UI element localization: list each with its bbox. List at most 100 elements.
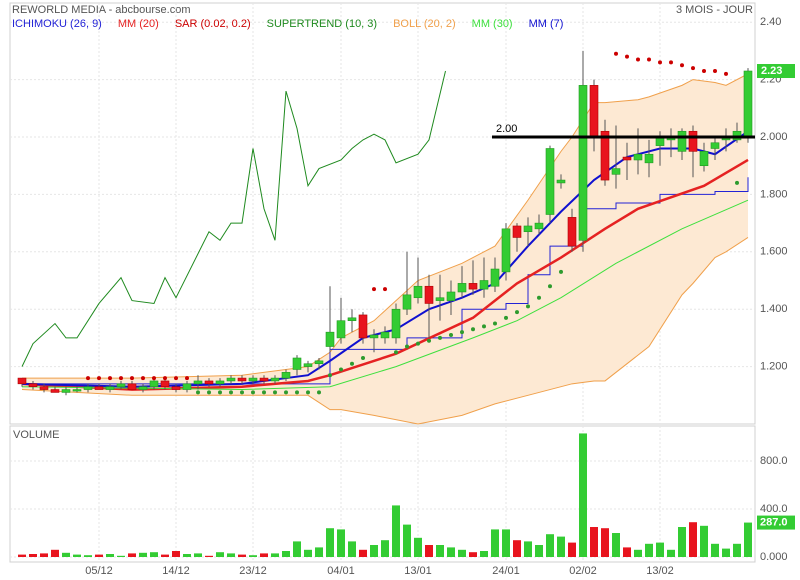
candle-body	[259, 377, 269, 382]
candle-body	[325, 331, 335, 347]
sar-dot	[174, 376, 178, 381]
candle-body	[611, 168, 621, 175]
sar-dot	[229, 390, 233, 395]
candle-body	[490, 268, 500, 287]
indicator-line	[21, 199, 749, 391]
y-tick-label: 800.0	[760, 455, 788, 467]
volume-bar	[106, 554, 114, 557]
sar-dot	[713, 69, 717, 74]
candle-body	[512, 225, 522, 238]
candle-body	[688, 130, 698, 152]
volume-bar	[238, 554, 246, 557]
volume-bar	[733, 543, 741, 557]
volume-bar	[744, 522, 752, 557]
volume-bar	[315, 547, 323, 557]
volume-bar	[172, 551, 180, 557]
chart-title: REWORLD MEDIA - abcbourse.com	[12, 4, 191, 16]
sar-dot	[438, 335, 442, 340]
volume-bar	[414, 537, 422, 557]
volume-bar	[293, 541, 301, 557]
sar-dot	[658, 60, 662, 65]
candle-body	[116, 383, 126, 387]
candle-body	[677, 130, 687, 152]
indicator-line	[21, 70, 446, 367]
candle-body	[413, 285, 423, 299]
volume-bar	[348, 541, 356, 557]
volume-bar	[359, 549, 367, 557]
volume-bar	[18, 554, 26, 557]
candle-body	[743, 70, 753, 138]
candle-body	[424, 285, 434, 304]
legend-entry: MM (7)	[529, 18, 564, 30]
sar-dot	[251, 390, 255, 395]
y-tick-label: 400.0	[760, 503, 788, 515]
candle-body	[237, 377, 247, 382]
volume-bar	[205, 555, 213, 557]
volume-bar	[645, 543, 653, 557]
legend-entry: MM (30)	[472, 18, 513, 30]
volume-bar	[62, 552, 70, 557]
candle-body	[270, 377, 280, 382]
candle-body	[699, 151, 709, 167]
candle-body	[248, 377, 258, 382]
candle-body	[160, 380, 170, 387]
candle-body	[578, 85, 588, 241]
candle-body	[182, 383, 192, 390]
candle-body	[633, 153, 643, 161]
candle-body	[523, 225, 533, 233]
sar-dot	[383, 287, 387, 292]
volume-bar	[128, 553, 136, 557]
volume-bar	[557, 536, 565, 557]
volume-bar	[491, 529, 499, 557]
candle-body	[545, 148, 555, 215]
sar-dot	[526, 304, 530, 309]
sar-dot	[504, 315, 508, 320]
candle-body	[501, 228, 511, 273]
volume-bar	[502, 529, 510, 557]
x-tick-label: 13/01	[404, 565, 432, 577]
bollinger-band	[22, 73, 748, 424]
volume-bar	[139, 552, 147, 557]
candle-body	[149, 380, 159, 387]
bollinger-lower	[21, 237, 749, 425]
sar-dot	[614, 51, 618, 56]
candle-body	[314, 360, 324, 365]
sar-dot	[647, 57, 651, 62]
sar-dot	[482, 324, 486, 329]
candle-body	[215, 380, 225, 385]
sar-dot	[394, 350, 398, 355]
candle-body	[138, 386, 148, 390]
candle-body	[281, 372, 291, 379]
y-tick-label: 1.400	[760, 303, 788, 315]
volume-bar	[161, 554, 169, 557]
volume-bar	[392, 505, 400, 557]
y-tick-label: 1.800	[760, 188, 788, 200]
volume-bar	[700, 525, 708, 557]
volume-bar	[84, 555, 92, 557]
candle-body	[127, 383, 137, 390]
candle-body	[105, 386, 115, 390]
sar-dot	[493, 321, 497, 326]
volume-bar	[436, 545, 444, 557]
sar-dot	[405, 344, 409, 349]
candle-body	[94, 386, 104, 390]
volume-bar	[271, 553, 279, 557]
legend-entry: SAR (0.02, 0.2)	[175, 18, 251, 30]
sar-dot	[625, 54, 629, 59]
sar-dot	[559, 269, 563, 274]
sar-dot	[460, 330, 464, 335]
x-tick-label: 14/12	[162, 565, 190, 577]
x-tick-label: 23/12	[239, 565, 267, 577]
candle-body	[446, 291, 456, 301]
candle-body	[369, 334, 379, 339]
sar-dot	[130, 376, 134, 381]
candle-body	[468, 283, 478, 290]
sar-dot	[196, 390, 200, 395]
volume-bar	[667, 549, 675, 557]
candle-body	[435, 297, 445, 301]
candle-body	[171, 386, 181, 390]
candle-body	[204, 380, 214, 385]
candle-body	[226, 377, 236, 382]
sar-dot	[537, 295, 541, 300]
y-tick-label: 1.600	[760, 246, 788, 258]
